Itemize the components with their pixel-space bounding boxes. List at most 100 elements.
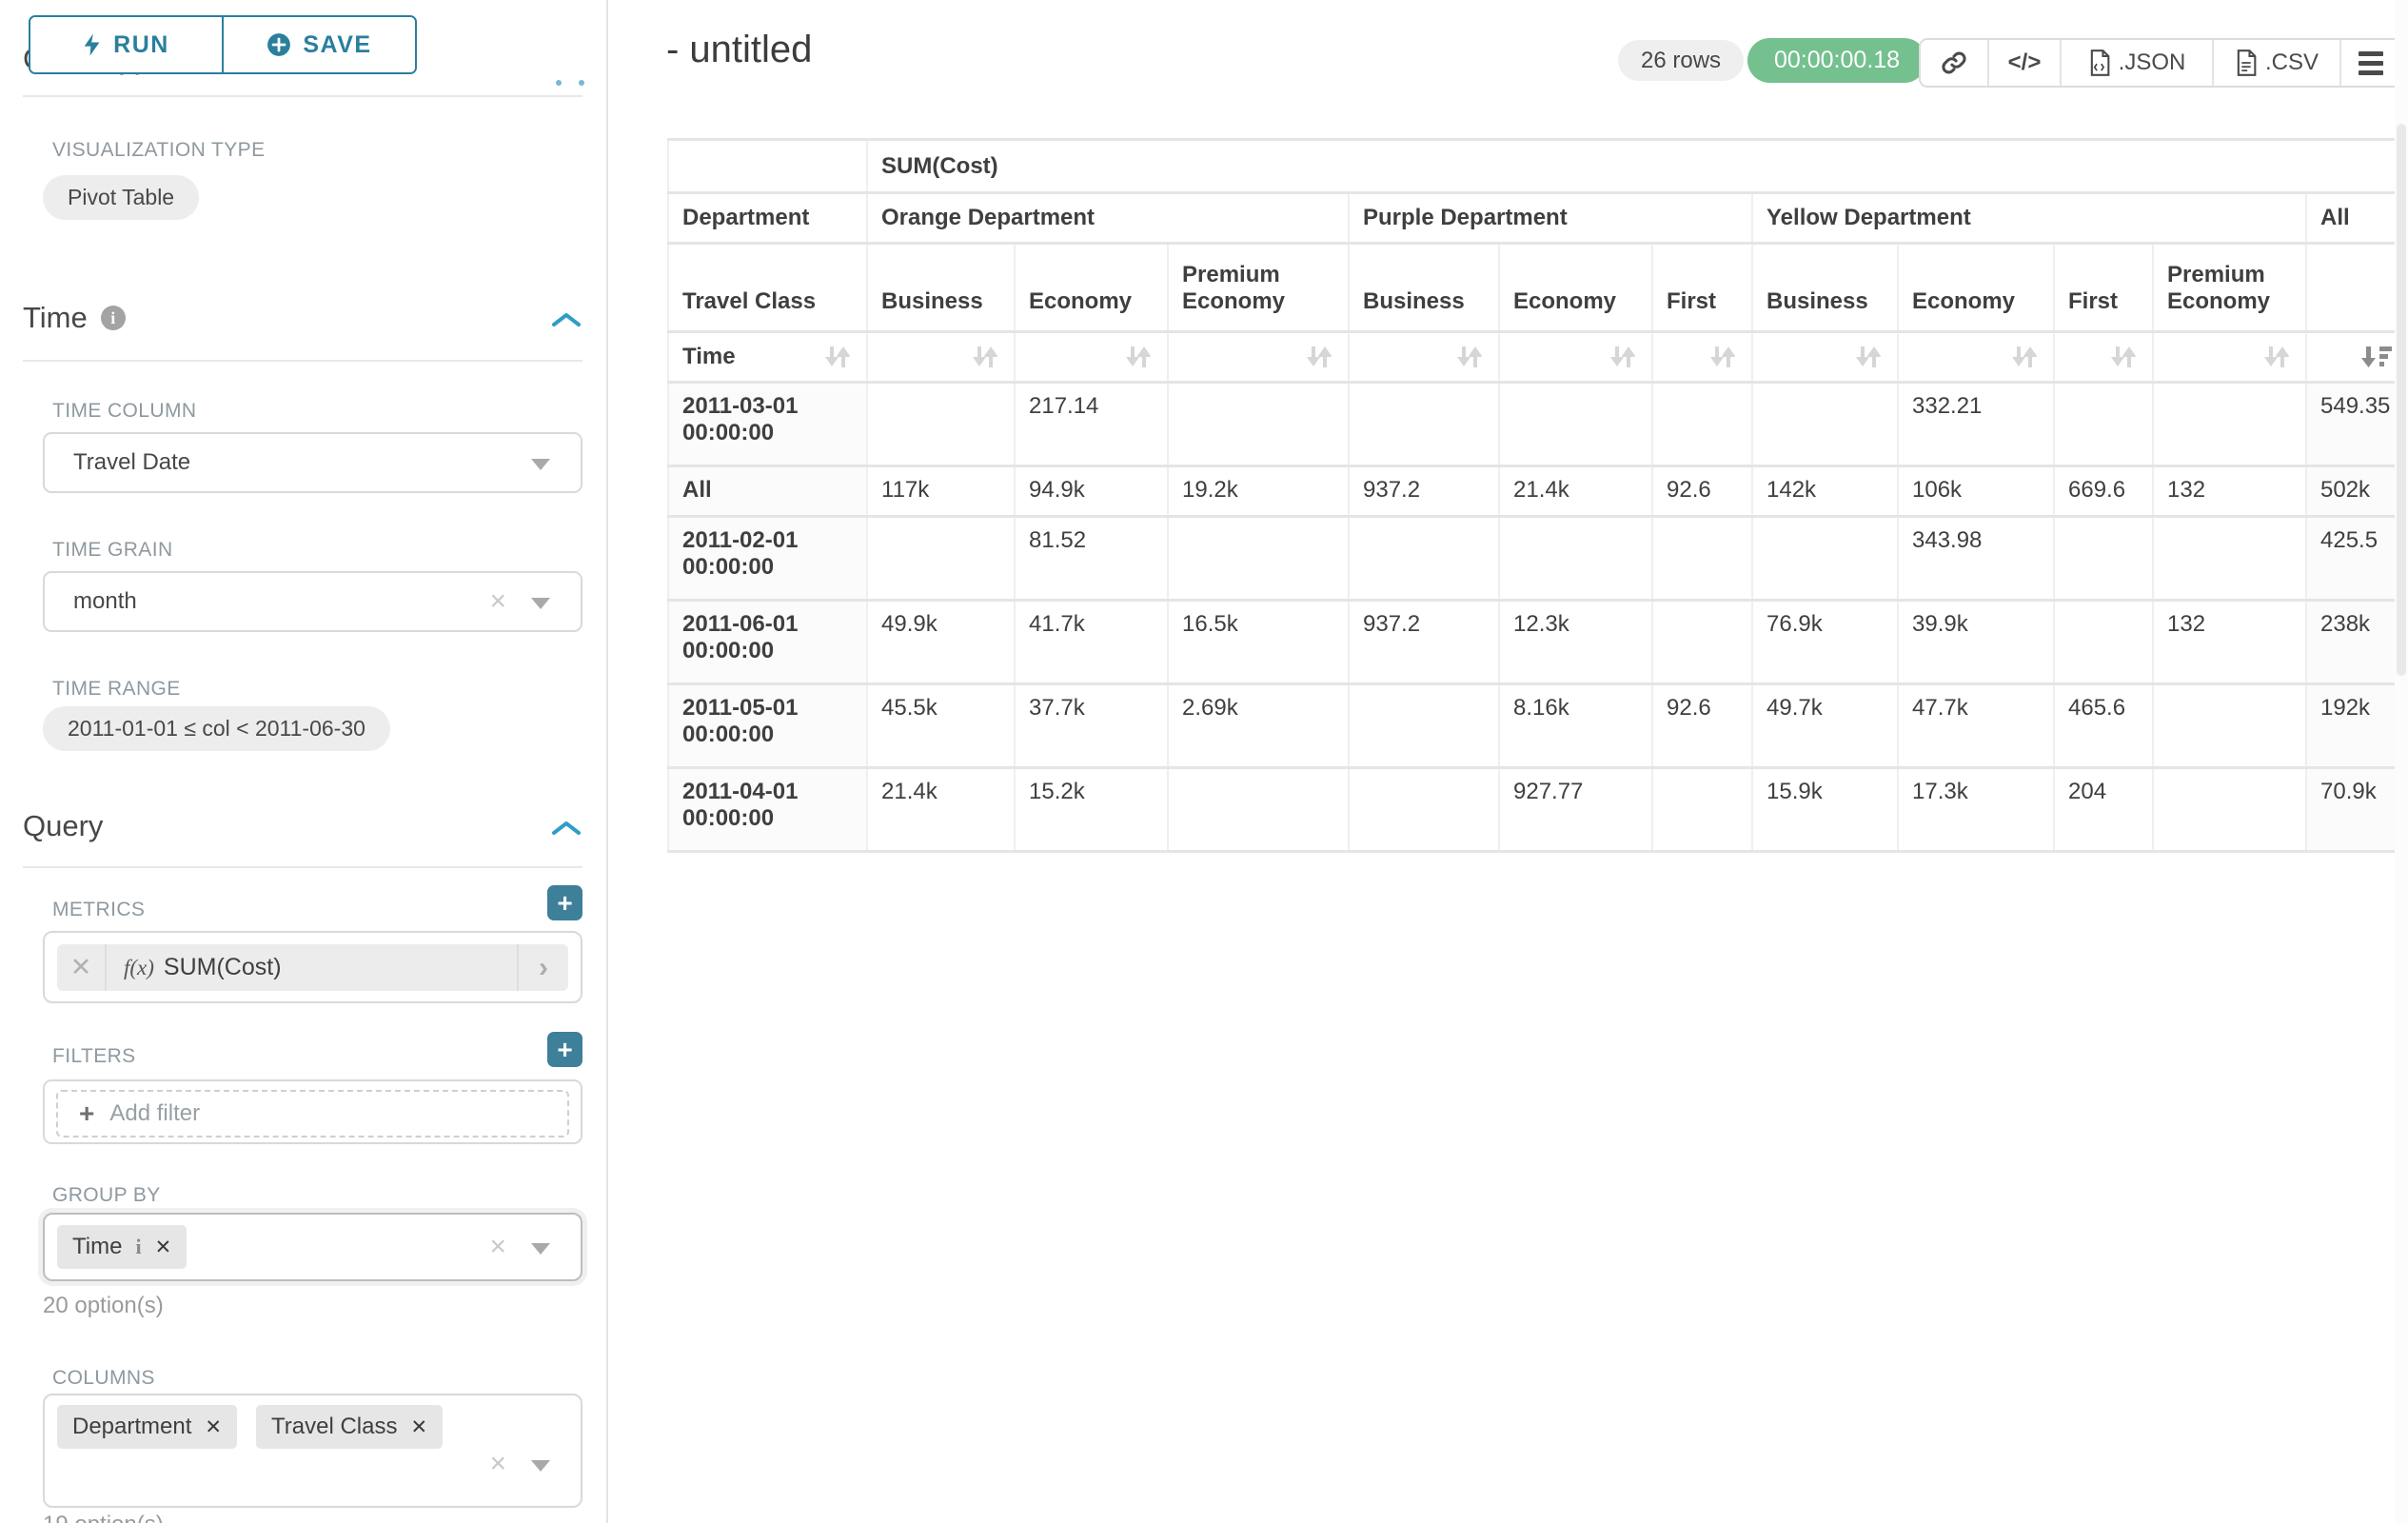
pivot-cell (1752, 517, 1898, 601)
department-group-header: Orange Department (867, 193, 1349, 244)
pivot-cell: 937.2 (1349, 601, 1499, 684)
add-filter-plus-button[interactable]: + (547, 1032, 582, 1067)
add-filter-button[interactable]: + Add filter (56, 1090, 569, 1137)
pivot-cell (867, 383, 1015, 466)
sort-icon (2108, 345, 2139, 369)
sort-header[interactable] (1015, 332, 1168, 383)
travel-class-header: Business (1349, 244, 1499, 332)
query-section-label: Query (23, 809, 103, 843)
time-section-label: Time (23, 301, 88, 335)
pivot-cell: 12.3k (1499, 601, 1652, 684)
file-icon (2235, 49, 2258, 76)
function-icon: f(x) (124, 956, 154, 980)
group-by-select[interactable]: Time i ✕ × (43, 1213, 582, 1281)
time-section-heading[interactable]: Time i (23, 301, 126, 335)
row-dimension-sort-header[interactable]: Time (668, 332, 867, 383)
sort-header[interactable] (1499, 332, 1652, 383)
more-menu-button[interactable] (2339, 40, 2400, 86)
sort-icon (1123, 345, 1154, 369)
time-range-pill[interactable]: 2011-01-01 ≤ col < 2011-06-30 (43, 706, 390, 751)
run-button[interactable]: RUN (30, 17, 222, 72)
chevron-up-icon[interactable] (550, 819, 582, 838)
visualization-type-pill[interactable]: Pivot Table (43, 175, 199, 220)
pivot-cell (2153, 383, 2306, 466)
pivot-cell (1499, 383, 1652, 466)
sort-header[interactable] (1752, 332, 1898, 383)
pivot-cell (1168, 517, 1349, 601)
pivot-cell (2054, 601, 2153, 684)
travel-class-header: Economy (1898, 244, 2054, 332)
travel-class-header (2306, 244, 2407, 332)
remove-chip-icon[interactable]: ✕ (155, 1236, 172, 1259)
sort-header[interactable] (1898, 332, 2054, 383)
caret-down-icon (531, 1243, 550, 1255)
columns-options-count: 19 option(s) (43, 1512, 164, 1523)
sort-header-active[interactable] (2306, 332, 2407, 383)
travel-class-header: Business (1752, 244, 1898, 332)
pivot-cell (1752, 383, 1898, 466)
travel-class-header: Economy (1015, 244, 1168, 332)
pivot-data-row: 2011-05-01 00:00:0045.5k37.7k2.69k8.16k9… (668, 684, 2407, 768)
sort-icon (1707, 345, 1738, 369)
sort-header[interactable] (2153, 332, 2306, 383)
scrollbar[interactable] (2395, 0, 2408, 1523)
sort-header[interactable] (867, 332, 1015, 383)
query-section-heading[interactable]: Query (23, 809, 103, 843)
sort-icon (970, 345, 1000, 369)
pivot-cell: 76.9k (1752, 601, 1898, 684)
export-json-button[interactable]: .JSON (2060, 40, 2212, 86)
time-column-label: TIME COLUMN (52, 400, 196, 423)
superset-explore-view: Chart Type RUN SAVE VISUALIZATION TYPE P… (0, 0, 2408, 1523)
group-by-chip[interactable]: Time i ✕ (57, 1225, 187, 1269)
time-grain-select[interactable]: month × (43, 571, 582, 632)
pivot-cell: 49.7k (1752, 684, 1898, 768)
scrollbar-thumb[interactable] (2397, 124, 2406, 676)
columns-chip[interactable]: Department ✕ (57, 1405, 237, 1449)
columns-chip[interactable]: Travel Class ✕ (256, 1405, 443, 1449)
pivot-table-grid: SUM(Cost)DepartmentOrange DepartmentPurp… (667, 138, 2408, 853)
metrics-control: ✕ f(x) SUM(Cost) › (43, 931, 582, 1003)
pivot-cell (1652, 768, 1752, 852)
pivot-cell: 49.9k (867, 601, 1015, 684)
chip-label: Time (72, 1234, 122, 1260)
remove-metric-icon[interactable]: ✕ (57, 953, 105, 982)
sort-header[interactable] (1349, 332, 1499, 383)
remove-chip-icon[interactable]: ✕ (410, 1415, 427, 1439)
file-icon (2088, 49, 2111, 76)
pivot-cell: 21.4k (1499, 466, 1652, 517)
pivot-data-row: 2011-02-01 00:00:0081.52343.98425.5 (668, 517, 2407, 601)
travel-class-header: Premium Economy (1168, 244, 1349, 332)
chart-title[interactable]: - untitled (666, 29, 812, 71)
pivot-table: SUM(Cost)DepartmentOrange DepartmentPurp… (667, 138, 2408, 853)
chevron-right-icon[interactable]: › (519, 952, 568, 984)
export-csv-label: .CSV (2265, 49, 2319, 76)
pivot-cell (2054, 517, 2153, 601)
clear-icon[interactable]: × (489, 1233, 506, 1261)
clear-icon[interactable]: × (489, 587, 506, 616)
pivot-cell: 117k (867, 466, 1015, 517)
export-csv-button[interactable]: .CSV (2212, 40, 2339, 86)
sort-header[interactable] (1168, 332, 1349, 383)
pivot-cell (1349, 517, 1499, 601)
columns-select[interactable]: Department ✕ Travel Class ✕ × (43, 1394, 582, 1508)
pivot-cell: 15.9k (1752, 768, 1898, 852)
sort-header[interactable] (2054, 332, 2153, 383)
section-divider (23, 95, 582, 97)
pivot-cell: 2.69k (1168, 684, 1349, 768)
chevron-up-icon[interactable] (550, 310, 582, 329)
clear-icon[interactable]: × (489, 1450, 506, 1478)
share-link-button[interactable] (1921, 40, 1987, 86)
remove-chip-icon[interactable]: ✕ (205, 1415, 222, 1439)
view-query-button[interactable]: </> (1987, 40, 2060, 86)
sort-header[interactable] (1652, 332, 1752, 383)
pivot-cell: 502k (2306, 466, 2407, 517)
run-button-label: RUN (113, 31, 169, 59)
metric-chip[interactable]: ✕ f(x) SUM(Cost) › (57, 944, 568, 991)
section-divider (23, 360, 582, 362)
save-button[interactable]: SAVE (222, 17, 415, 72)
add-metric-button[interactable]: + (547, 885, 582, 920)
pivot-data-row: 2011-03-01 00:00:00217.14332.21549.35 (668, 383, 2407, 466)
time-column-select[interactable]: Travel Date (43, 432, 582, 493)
metrics-label: METRICS (52, 899, 145, 921)
pivot-cell: 39.9k (1898, 601, 2054, 684)
